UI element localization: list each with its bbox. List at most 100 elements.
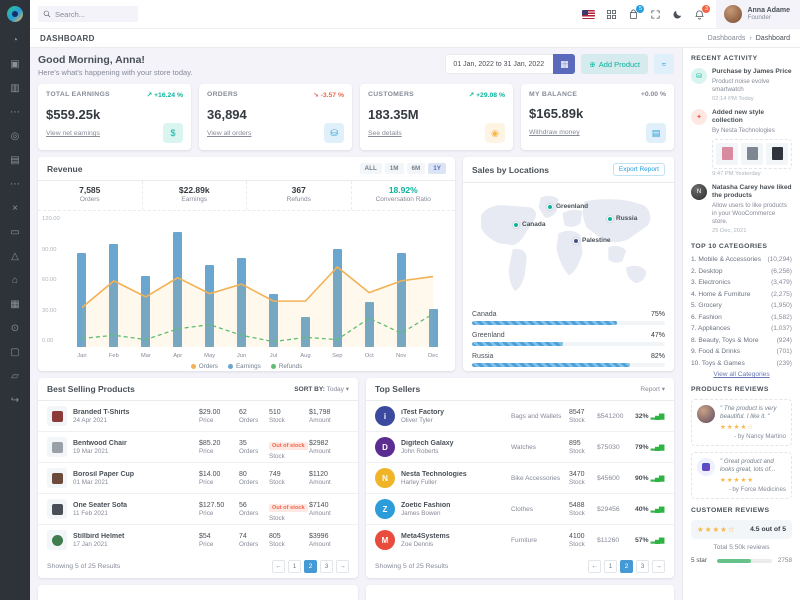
- category-row[interactable]: 9. Food & Drinks (701): [691, 348, 792, 356]
- bag-thumb[interactable]: [766, 142, 788, 165]
- next-page-button[interactable]: →: [652, 560, 665, 573]
- report-dropdown[interactable]: Report ▾: [640, 386, 665, 393]
- category-row[interactable]: 1. Mobile & Accessories (10,294): [691, 256, 792, 264]
- seller-row[interactable]: Z Zoetic Fashion James Bowen Clothes 5488…: [366, 494, 674, 525]
- page-3-button[interactable]: 3: [636, 560, 649, 573]
- prev-page-button[interactable]: ←: [272, 560, 285, 573]
- language-flag-icon[interactable]: [582, 9, 596, 19]
- category-row[interactable]: 10. Toys & Games (239): [691, 359, 792, 367]
- sort-by-dropdown[interactable]: SORT BY: Today ▾: [294, 386, 349, 393]
- kpi-link[interactable]: See details: [368, 130, 402, 137]
- shopping-bag-icon: ⛁: [324, 123, 344, 143]
- pages-more-icon[interactable]: ⋯: [10, 107, 20, 118]
- layouts-icon[interactable]: ▥: [10, 83, 20, 94]
- camera-tripod-thumb[interactable]: [741, 142, 763, 165]
- tasks-icon[interactable]: △: [11, 251, 19, 262]
- projects-icon[interactable]: ▭: [10, 227, 20, 238]
- category-row[interactable]: 5. Grocery (1,950): [691, 302, 792, 310]
- view-all-categories-link[interactable]: View all Categories: [713, 371, 770, 379]
- calendar-icon[interactable]: ▦: [553, 54, 576, 74]
- dark-mode-icon[interactable]: [672, 9, 683, 20]
- category-row[interactable]: 2. Desktop (6,256): [691, 267, 792, 275]
- world-map[interactable]: Greenland Canada Russia Palestine: [469, 185, 668, 309]
- fullscreen-icon[interactable]: [650, 9, 661, 20]
- page-2-button[interactable]: 2: [304, 560, 317, 573]
- activity-item[interactable]: ✦ Added new style collection By Nesta Te…: [691, 108, 792, 177]
- period-all-button[interactable]: ALL: [359, 163, 382, 174]
- category-row[interactable]: 3. Electronics (3,479): [691, 279, 792, 287]
- kpi-label: TOTAL EARNINGS: [46, 91, 110, 98]
- export-report-button[interactable]: Export Report: [612, 163, 665, 176]
- category-row[interactable]: 8. Beauty, Toys & More (924): [691, 336, 792, 344]
- map-marker-canada[interactable]: Canada: [513, 221, 545, 228]
- breadcrumb-parent[interactable]: Dashboards: [707, 34, 746, 42]
- add-product-button[interactable]: ⊕ Add Product: [581, 54, 648, 74]
- history-icon[interactable]: ⊙: [10, 323, 20, 334]
- tables-icon[interactable]: ▦: [10, 299, 20, 310]
- seller-row[interactable]: M Meta4Systems Zoe Dennis Furniture 4100 S…: [366, 525, 674, 555]
- category-row[interactable]: 6. Fashion (1,582): [691, 313, 792, 321]
- map-marker-palestine[interactable]: Palestine: [573, 237, 611, 244]
- app-logo-icon[interactable]: [7, 6, 23, 22]
- seller-logo: D: [375, 437, 395, 457]
- map-marker-russia[interactable]: Russia: [607, 215, 637, 222]
- rating-stars: ★★★★☆: [720, 424, 755, 432]
- period-6m-button[interactable]: 6M: [406, 163, 426, 174]
- category-row[interactable]: 4. Home & Furniture (2,275): [691, 290, 792, 298]
- dashboards-icon[interactable]: ◔: [11, 35, 19, 46]
- user-avatar: [724, 5, 743, 23]
- next-page-button[interactable]: →: [336, 560, 349, 573]
- invoices-icon[interactable]: ▤: [10, 155, 20, 166]
- activity-item[interactable]: ⛁ Purchase by James Price Product noise …: [691, 68, 792, 102]
- marker-dot: [547, 203, 553, 210]
- notifications-bell-icon[interactable]: 3: [694, 4, 711, 20]
- seller-row[interactable]: N Nesta Technologies Harley Fuller Bike A…: [366, 463, 674, 494]
- activity-pulse-button[interactable]: ≈: [654, 54, 674, 74]
- maps-icon[interactable]: ▱: [11, 371, 19, 382]
- media-icon[interactable]: ▢: [10, 347, 20, 358]
- revenue-title: Revenue: [47, 163, 83, 174]
- page-2-button[interactable]: 2: [620, 560, 633, 573]
- page-1-button[interactable]: 1: [604, 560, 617, 573]
- map-marker-greenland[interactable]: Greenland: [547, 203, 588, 210]
- breadcrumb-bar: DASHBOARD Dashboards › Dashboard: [30, 28, 800, 48]
- date-range-value[interactable]: 01 Jan, 2022 to 31 Jan, 2022: [445, 54, 554, 74]
- category-row[interactable]: 7. Appliances (1,037): [691, 325, 792, 333]
- search-input[interactable]: Search...: [38, 6, 138, 22]
- sales-by-locations-card: Sales by Locations Export Report: [463, 157, 674, 371]
- top-categories-title: TOP 10 CATEGORIES: [691, 243, 768, 251]
- prev-page-button[interactable]: ←: [588, 560, 601, 573]
- page-3-button[interactable]: 3: [320, 560, 333, 573]
- product-row[interactable]: Stillbird Helmet 17 Jan 2021 $54 Price 74 O…: [38, 525, 358, 555]
- apps-icon[interactable]: ▣: [10, 59, 20, 70]
- seller-row[interactable]: D Digitech Galaxy John Roberts Watches 89…: [366, 432, 674, 463]
- date-range-picker[interactable]: 01 Jan, 2022 to 31 Jan, 2022 ▦: [445, 54, 576, 74]
- activity-item[interactable]: N Natasha Carey have liked the products …: [691, 183, 792, 234]
- kpi-link[interactable]: Withdraw money: [529, 129, 580, 136]
- jacket-thumb[interactable]: [716, 142, 738, 165]
- rating-summary: ★★★★☆ 4.5 out of 5: [691, 520, 792, 540]
- product-row[interactable]: Bentwood Chair 19 Mar 2021 $85.20 Price 35…: [38, 432, 358, 463]
- notifications-badge: 3: [702, 4, 711, 13]
- logout-icon[interactable]: ↪: [10, 395, 20, 406]
- auth-icon[interactable]: ◎: [10, 131, 20, 142]
- more-icon[interactable]: ⋯: [10, 179, 20, 190]
- advance-ui-icon[interactable]: ×: [12, 203, 18, 214]
- user-menu[interactable]: Anna Adame Founder: [716, 0, 800, 28]
- kpi-link[interactable]: View net earnings: [46, 130, 100, 137]
- product-review[interactable]: " The product is very beautiful. I like …: [691, 399, 792, 447]
- crm-icon[interactable]: ⌂: [11, 275, 19, 286]
- seller-row[interactable]: i iTest Factory Oliver Tyler Bags and Wal…: [366, 401, 674, 432]
- apps-grid-icon[interactable]: [606, 9, 617, 20]
- product-row[interactable]: Borosil Paper Cup 01 Mar 2021 $14.00 Price…: [38, 463, 358, 494]
- product-row[interactable]: Branded T-Shirts 24 Apr 2021 $29.00 Price …: [38, 401, 358, 432]
- period-1m-button[interactable]: 1M: [384, 163, 404, 174]
- dollar-icon: $: [163, 123, 183, 143]
- page-1-button[interactable]: 1: [288, 560, 301, 573]
- out-of-stock-badge: Out of stock: [269, 504, 308, 512]
- cart-icon[interactable]: 5: [628, 4, 645, 20]
- product-review[interactable]: " Great product and looks great, lots of…: [691, 452, 792, 500]
- product-row[interactable]: One Seater Sofa 11 Feb 2021 $127.50 Price …: [38, 494, 358, 525]
- period-1y-button[interactable]: 1Y: [428, 163, 446, 174]
- kpi-link[interactable]: View all orders: [207, 130, 252, 137]
